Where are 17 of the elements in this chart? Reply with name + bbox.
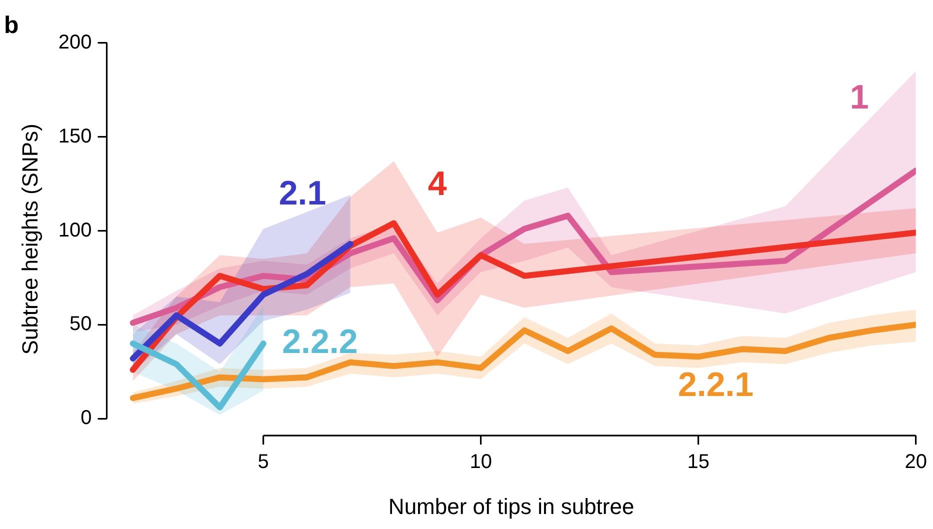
text: 1 <box>850 78 869 117</box>
series-label: 2.2.1 <box>678 366 754 404</box>
y-tick-label: 0 <box>80 407 92 430</box>
y-axis-title: Subtree heights (SNPs) <box>17 124 42 355</box>
x-tick-label: 10 <box>470 451 492 474</box>
chart-title: b <box>4 12 19 40</box>
series-label: 2.2.2 <box>282 322 358 361</box>
y-tick-label: 200 <box>58 31 92 54</box>
series-label: 4 <box>428 165 447 204</box>
series-label: 2.1 <box>278 174 326 212</box>
x-axis-title: Number of tips in subtree <box>388 494 634 519</box>
x-tick-label: 5 <box>258 451 269 474</box>
x-tick-label: 15 <box>687 451 710 474</box>
y-tick-label: 150 <box>58 125 92 148</box>
y-tick-label: 50 <box>70 313 92 336</box>
y-tick-label: 100 <box>58 219 92 242</box>
x-tick-label: 20 <box>904 451 927 474</box>
